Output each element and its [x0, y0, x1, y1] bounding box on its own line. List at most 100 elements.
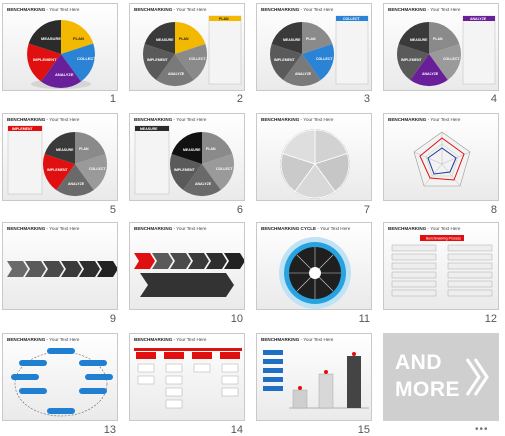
slide-title: BENCHMARKING - Your Text Here: [134, 226, 207, 231]
slide-number-4: 4: [490, 93, 497, 105]
svg-text:Benchmarking Process: Benchmarking Process: [426, 237, 461, 241]
svg-text:MEASURE: MEASURE: [41, 36, 61, 41]
org-chart-diagram: [134, 348, 242, 409]
slide-title: BENCHMARKING - Your Text Here: [7, 226, 80, 231]
radar-chart: [413, 131, 471, 187]
slide-title: BENCHMARKING - Your Text Here: [7, 7, 80, 12]
slide-number-6: 6: [236, 204, 243, 216]
slide-thumbnail-6[interactable]: BENCHMARKING - Your Text Here MEASURE ME…: [129, 113, 245, 201]
bar-chart-diagram: [263, 350, 369, 409]
svg-text:COLLECT: COLLECT: [216, 167, 233, 171]
slide-thumbnail-1[interactable]: BENCHMARKING - Your Text Here MEASURE PL…: [2, 3, 118, 91]
slide-title: BENCHMARKING - Your Text Here: [388, 7, 461, 12]
slide-thumbnail-4[interactable]: BENCHMARKING - Your Text Here ANALYZE ME…: [383, 3, 499, 91]
svg-text:ANALYZE: ANALYZE: [422, 72, 439, 76]
svg-text:IMPLEMENT: IMPLEMENT: [147, 58, 168, 62]
benchmarking-pie-diagram: ANALYZE MEASURE PLAN COLLECT ANALYZE IMP…: [396, 15, 496, 87]
slide-title: BENCHMARKING - Your Text Here: [134, 117, 207, 122]
slide-thumbnail-5[interactable]: BENCHMARKING - Your Text Here IMPLEMENT …: [2, 113, 118, 201]
slide-title: BENCHMARKING CYCLE - Your Text Here: [261, 226, 351, 231]
svg-text:COLLECT: COLLECT: [343, 17, 360, 21]
oval-cycle-diagram: [11, 348, 113, 417]
slide-title: BENCHMARKING - Your Text Here: [388, 226, 461, 231]
slide-title: BENCHMARKING - Your Text Here: [134, 337, 207, 342]
svg-text:IMPLEMENT: IMPLEMENT: [274, 58, 295, 62]
slide-number-12: 12: [484, 313, 497, 325]
benchmarking-cycle-diagram: [279, 237, 351, 309]
and-more-text: AND: [395, 351, 442, 374]
slide-number-5: 5: [109, 204, 116, 216]
slide-number-10: 10: [230, 313, 243, 325]
slide-title: BENCHMARKING - Your Text Here: [7, 117, 80, 122]
svg-text:PLAN: PLAN: [433, 37, 443, 41]
cycle-diagram: [280, 129, 350, 199]
slide-number-8: 8: [490, 204, 497, 216]
svg-text:PLAN: PLAN: [306, 37, 316, 41]
svg-text:COLLECT: COLLECT: [189, 57, 206, 61]
chevron-process-diagram: [134, 253, 244, 297]
slide-number-11: 11: [358, 313, 370, 325]
slide-number-14: 14: [230, 424, 243, 436]
slide-title: BENCHMARKING - Your Text Here: [7, 337, 80, 342]
slide-number-2: 2: [236, 93, 243, 105]
slide-number-3: 3: [363, 93, 370, 105]
svg-text:COLLECT: COLLECT: [443, 57, 460, 61]
slide-thumbnail-7[interactable]: BENCHMARKING - Your Text Here: [256, 113, 372, 201]
slide-thumbnail-13[interactable]: BENCHMARKING - Your Text Here: [2, 333, 118, 421]
benchmarking-pie-diagram: MEASURE MEASURE PLAN COLLECT ANALYZE IMP…: [134, 125, 235, 197]
svg-text:COLLECT: COLLECT: [316, 57, 333, 61]
slide-thumbnail-3[interactable]: BENCHMARKING - Your Text Here COLLECT ME…: [256, 3, 372, 91]
slide-title: BENCHMARKING - Your Text Here: [261, 337, 334, 342]
svg-text:PLAN: PLAN: [206, 147, 216, 151]
svg-text:PLAN: PLAN: [73, 36, 84, 41]
slide-thumbnail-15[interactable]: BENCHMARKING - Your Text Here: [256, 333, 372, 421]
svg-text:IMPLEMENT: IMPLEMENT: [401, 58, 422, 62]
slide-title: BENCHMARKING - Your Text Here: [261, 7, 334, 12]
svg-text:MEASURE: MEASURE: [56, 148, 74, 152]
svg-text:PLAN: PLAN: [219, 17, 229, 21]
svg-text:MEASURE: MEASURE: [283, 38, 301, 42]
benchmarking-pie-diagram: IMPLEMENT MEASURE PLAN COLLECT ANALYZE I…: [7, 125, 108, 197]
svg-text:ANALYZE: ANALYZE: [55, 72, 74, 77]
svg-text:ANALYZE: ANALYZE: [68, 182, 85, 186]
slide-number-13: 13: [103, 424, 116, 436]
slide-thumbnail-12[interactable]: BENCHMARKING - Your Text Here Benchmarki…: [383, 222, 499, 310]
more-options-icon[interactable]: •••: [475, 424, 489, 435]
slide-thumbnail-11[interactable]: BENCHMARKING CYCLE - Your Text Here: [256, 222, 372, 310]
slide-thumbnail-14[interactable]: BENCHMARKING - Your Text Here: [129, 333, 245, 421]
svg-text:PLAN: PLAN: [179, 37, 189, 41]
svg-text:IMPLEMENT: IMPLEMENT: [33, 57, 57, 62]
slide-title: BENCHMARKING - Your Text Here: [261, 117, 334, 122]
svg-text:ANALYZE: ANALYZE: [168, 72, 185, 76]
and-more-text: MORE: [395, 378, 460, 401]
svg-text:ANALYZE: ANALYZE: [470, 17, 487, 21]
slide-title: BENCHMARKING - Your Text Here: [134, 7, 207, 12]
svg-text:IMPLEMENT: IMPLEMENT: [174, 168, 195, 172]
benchmarking-pie-diagram: PLAN PLAN MEASURE COLLECT ANALYZE IMPLEM…: [142, 15, 242, 87]
slide-number-9: 9: [109, 313, 116, 325]
process-table-diagram: Benchmarking Process: [391, 235, 493, 297]
svg-text:IMPLEMENT: IMPLEMENT: [12, 127, 33, 131]
svg-text:MEASURE: MEASURE: [156, 38, 174, 42]
svg-text:MEASURE: MEASURE: [140, 127, 158, 131]
slide-title: BENCHMARKING - Your Text Here: [388, 117, 461, 122]
svg-text:MEASURE: MEASURE: [410, 38, 428, 42]
svg-text:IMPLEMENT: IMPLEMENT: [47, 168, 68, 172]
slide-number-15: 15: [357, 424, 370, 436]
svg-text:COLLECT: COLLECT: [89, 167, 106, 171]
double-chevron-icon: [465, 358, 489, 396]
slide-number-1: 1: [109, 93, 116, 105]
slide-thumbnail-9[interactable]: BENCHMARKING - Your Text Here: [2, 222, 118, 310]
svg-text:COLLECT: COLLECT: [77, 56, 96, 61]
and-more-tile[interactable]: AND MORE: [383, 333, 499, 421]
benchmarking-pie-diagram: MEASURE PLAN COLLECT ANALYZE IMPLEMENT: [27, 20, 96, 89]
slide-number-7: 7: [363, 204, 370, 216]
benchmarking-pie-diagram: COLLECT MEASURE PLAN COLLECT ANALYZE IMP…: [269, 15, 369, 87]
slide-thumbnail-8[interactable]: BENCHMARKING - Your Text Here: [383, 113, 499, 201]
svg-text:ANALYZE: ANALYZE: [195, 182, 212, 186]
svg-text:MEASURE: MEASURE: [183, 148, 201, 152]
svg-text:ANALYZE: ANALYZE: [295, 72, 312, 76]
slide-thumbnail-10[interactable]: BENCHMARKING - Your Text Here: [129, 222, 245, 310]
slide-thumbnail-2[interactable]: BENCHMARKING - Your Text Here PLAN PLAN …: [129, 3, 245, 91]
svg-text:PLAN: PLAN: [79, 147, 89, 151]
